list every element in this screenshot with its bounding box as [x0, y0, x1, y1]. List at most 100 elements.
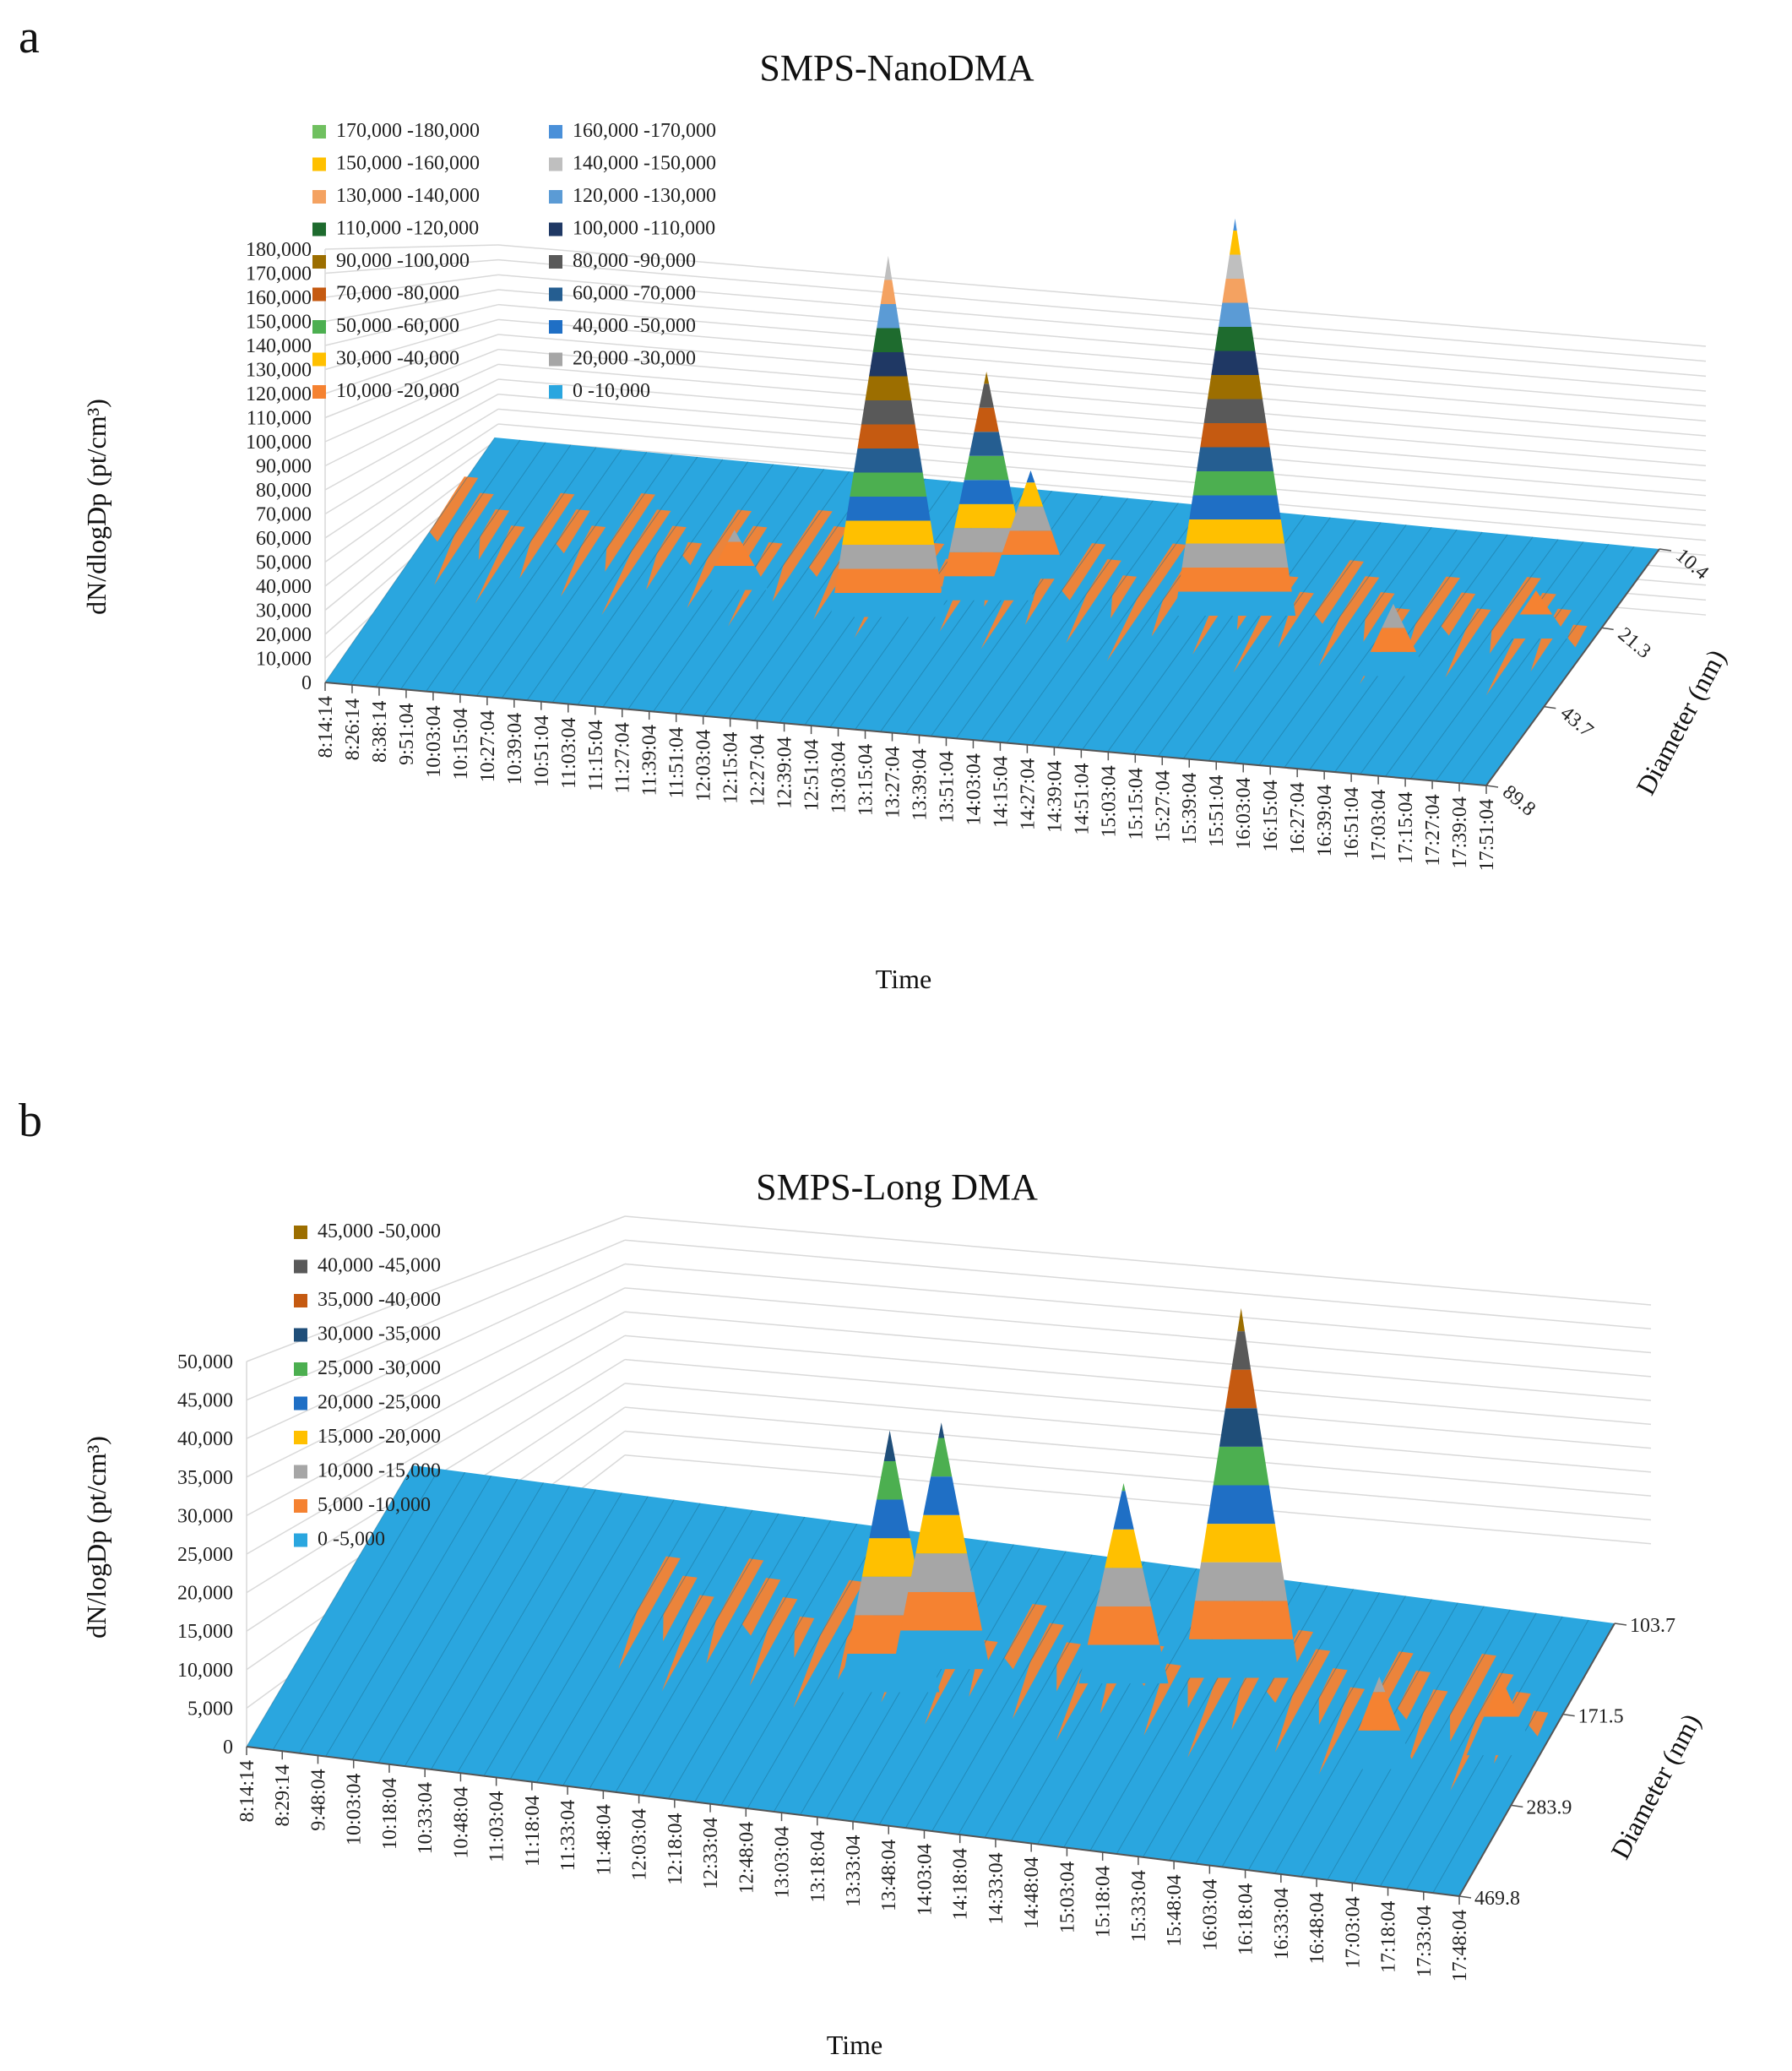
peak-band: [1178, 567, 1292, 592]
time-tick-label: 11:15:04: [585, 720, 607, 791]
surface-streak: [299, 1471, 466, 1753]
peak-band: [1095, 1568, 1152, 1606]
surface-band: [794, 1616, 815, 1659]
time-tick-label: 17:03:04: [1342, 1896, 1364, 1968]
surface-band: [434, 492, 494, 585]
time-tick-label: 17:48:04: [1449, 1910, 1471, 1981]
surface-band: [772, 509, 833, 602]
surface-streak: [905, 1551, 1067, 1829]
surface-streak: [1006, 503, 1179, 743]
peak-band: [1214, 326, 1256, 351]
time-tick-label: 14:15:04: [990, 756, 1012, 828]
legend-swatch: [549, 385, 562, 399]
value-tick-label: 50,000: [256, 552, 312, 574]
legend-label: 0 -5,000: [318, 1529, 385, 1551]
peak-band: [1182, 1639, 1300, 1678]
legend-item: 0 -10,000: [549, 380, 650, 402]
peak-band: [1201, 1524, 1282, 1563]
surface-band: [1318, 576, 1380, 666]
surface-streak: [703, 473, 876, 717]
time-tick-label: 10:15:04: [450, 708, 472, 780]
legend-label: 90,000 -100,000: [336, 250, 470, 272]
diameter-tick-mark: [1544, 705, 1556, 709]
diameter-tick-mark: [1562, 1713, 1575, 1717]
peak-band: [1219, 1408, 1263, 1447]
time-tick-label: 15:18:04: [1093, 1866, 1115, 1938]
peak-band: [1009, 506, 1052, 531]
value-tick-label: 110,000: [247, 408, 312, 430]
surface-band: [1024, 574, 1056, 625]
surface-band: [1490, 577, 1541, 654]
panel-letter-a: a: [19, 11, 40, 63]
legend-item: 170,000 -180,000: [312, 120, 480, 142]
legend-label: 10,000 -20,000: [336, 380, 459, 402]
legend-label: 70,000 -80,000: [336, 283, 459, 305]
time-tick-label: 12:15:04: [720, 732, 742, 804]
peak-band: [872, 328, 904, 352]
peak-band: [1018, 482, 1044, 507]
surface-band: [556, 509, 590, 554]
surface-streak: [1360, 536, 1534, 775]
surface-band: [741, 1578, 781, 1636]
surface-streak: [1221, 1592, 1380, 1867]
time-tick-label: 17:15:04: [1395, 791, 1417, 863]
time-tick-label: 11:03:04: [558, 718, 580, 789]
time-tick-label: 13:03:04: [828, 742, 850, 813]
legend-item: 10,000 -15,000: [294, 1460, 441, 1482]
peak-band: [701, 565, 768, 590]
value-tick-label: 20,000: [177, 1583, 233, 1605]
surface-band: [808, 526, 849, 578]
legend-swatch: [294, 1294, 307, 1307]
time-tick-label: 10:27:04: [477, 710, 499, 782]
diameter-tick-mark: [1511, 1804, 1523, 1808]
time-tick-label: 12:18:04: [665, 1813, 687, 1884]
legend-label: 5,000 -10,000: [318, 1494, 431, 1516]
peak-band: [1222, 278, 1248, 303]
chart-title-b: SMPS-Long DMA: [756, 1166, 1038, 1208]
surface-streak: [1158, 517, 1331, 757]
legend-item: 60,000 -70,000: [549, 283, 696, 305]
peak-band: [1174, 591, 1296, 616]
legend-label: 25,000 -30,000: [318, 1357, 441, 1379]
surface-streak: [1247, 1595, 1406, 1871]
time-tick-label: 13:18:04: [807, 1830, 829, 1902]
value-tick-label: 100,000: [246, 432, 312, 454]
legend-swatch: [294, 1533, 307, 1547]
time-axis-ticks-b: 8:14:14 8:29:14 9:48:04 10:03:04 10:18:04 10:…: [236, 1747, 1471, 1981]
legend-item: 30,000 -35,000: [294, 1324, 441, 1345]
peak-band: [1211, 351, 1259, 375]
peak-band: [1189, 495, 1281, 519]
surface-streak: [562, 1506, 727, 1786]
value-tick-label: 25,000: [177, 1544, 233, 1566]
peak-band: [1503, 614, 1569, 639]
legend-label: 150,000 -160,000: [336, 153, 480, 175]
surface-streak: [1460, 546, 1635, 784]
surface-streak: [509, 1499, 675, 1780]
legend-swatch: [549, 157, 562, 171]
surface-band: [1397, 1670, 1431, 1720]
legend-item: 130,000 -140,000: [312, 185, 480, 207]
peak-band: [1382, 603, 1405, 628]
legend-item: 15,000 -20,000: [294, 1426, 441, 1448]
surface-streak: [577, 461, 749, 705]
legend-swatch: [549, 320, 562, 334]
surface-band: [793, 1579, 864, 1709]
peak-band: [1196, 447, 1274, 471]
value-tick-label: 0: [301, 672, 312, 694]
time-tick-label: 12:39:04: [774, 737, 796, 808]
peak-band: [1185, 519, 1285, 544]
surface-streak: [246, 1465, 414, 1748]
time-tick-label: 16:39:04: [1314, 785, 1336, 856]
diameter-tick-mark: [1614, 1623, 1627, 1626]
surface-band: [1110, 575, 1138, 619]
peak-band: [1026, 470, 1035, 483]
time-tick-label: 16:15:04: [1260, 780, 1282, 851]
surface-band: [1404, 576, 1460, 660]
diameter-tick-label: 89.8: [1498, 781, 1539, 821]
surface-streak: [694, 1523, 858, 1802]
value-tick-label: 45,000: [177, 1390, 233, 1412]
surface-streak: [678, 470, 850, 715]
surface-band: [605, 493, 656, 572]
diameter-axis-title-b: Diameter (nm): [1605, 1709, 1707, 1864]
